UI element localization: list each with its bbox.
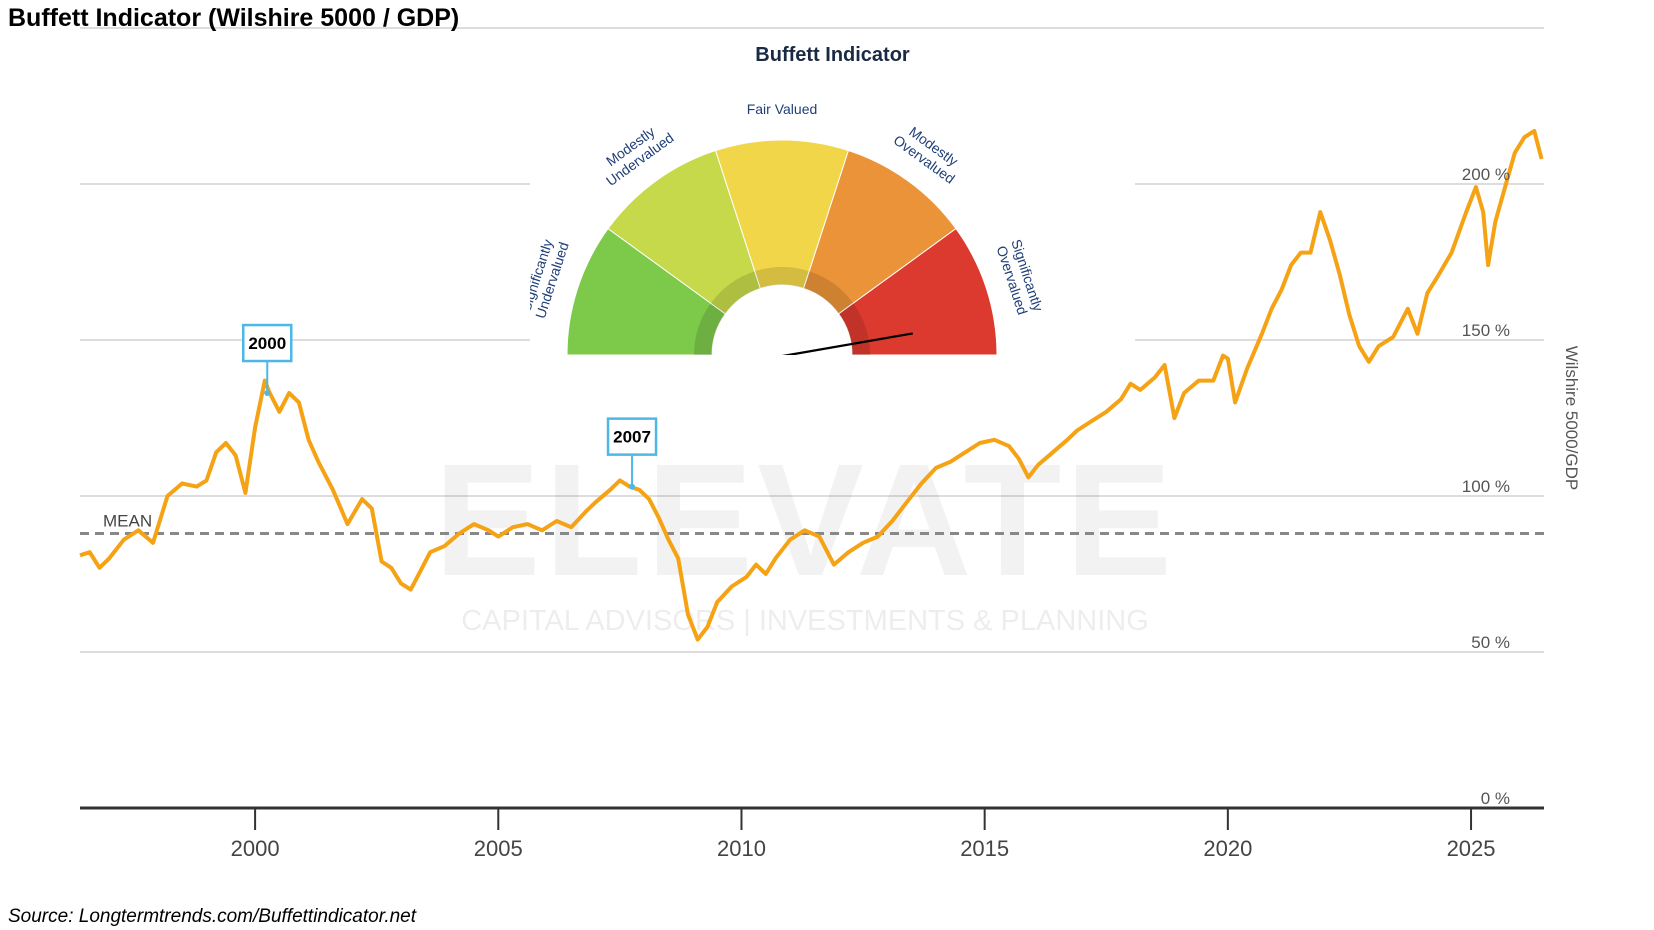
gauge-segment (607, 149, 761, 315)
callout-point (264, 390, 271, 397)
mean-line-group: MEAN (80, 511, 1544, 535)
y-tick-label: 150 % (1462, 321, 1510, 340)
mean-label: MEAN (103, 511, 152, 530)
y-axis-label: Wilshire 5000/GDP (1562, 346, 1581, 491)
gauge-inner-ring (710, 271, 761, 314)
gauge-label-line: Fair Valued (747, 101, 818, 117)
series-group (79, 129, 1544, 642)
x-tick-label: 2015 (960, 836, 1009, 861)
gauge-segment (566, 227, 727, 356)
x-axis: 2000 2005 2010 2015 2020 2025 (80, 806, 1544, 861)
watermark-main: ELEVATE (434, 430, 1176, 609)
watermark-sub: CAPITAL ADVISORS | INVESTMENTS & PLANNIN… (461, 605, 1149, 637)
series-line (79, 129, 1544, 642)
y-tick-label: 50 % (1471, 633, 1510, 652)
y-tick-label: 0 % (1481, 789, 1510, 808)
x-tick-label: 2000 (231, 836, 280, 861)
callout-label: 2000 (248, 334, 286, 353)
callout-label: 2007 (613, 428, 651, 447)
x-tick-label: 2010 (717, 836, 766, 861)
y-tick-label: 200 % (1462, 165, 1510, 184)
y-tick-label: 100 % (1462, 477, 1510, 496)
gauge-label: Fair Valued (747, 101, 818, 117)
gauge-segment (803, 149, 957, 315)
callout-box (606, 417, 658, 456)
chart-title: Buffett Indicator (Wilshire 5000 / GDP) (8, 4, 460, 32)
gauge-needle (776, 332, 913, 359)
callout-point (629, 483, 636, 490)
gauge-panel: Buffett Indicator SignificantlyUndervalu… (517, 40, 1135, 423)
x-tick-label: 2005 (474, 836, 523, 861)
gauge-segment (837, 227, 998, 356)
y-axis-ticks: 0 % 50 % 100 % 150 % 200 % Wilshire 5000/GDP (1462, 165, 1581, 808)
gauge-label: SignificantlyUndervalued (530, 235, 572, 320)
gauge-label: SignificantlyOvervalued (993, 237, 1047, 318)
gauge-title: Buffett Indicator (755, 44, 910, 66)
callout-box (242, 323, 293, 363)
x-tick-label: 2025 (1447, 836, 1496, 861)
gauge-base-cover (530, 355, 1135, 375)
gauge-inner-ring (694, 303, 726, 355)
gauge-inner-ring (803, 271, 854, 314)
x-tick-label: 2020 (1203, 836, 1252, 861)
annotations: 2000 2007 (242, 323, 658, 490)
gauge-inner-ring (754, 267, 810, 289)
source-note: Source: Longtermtrends.com/Buffettindica… (8, 906, 417, 927)
gauge: SignificantlyUndervaluedModestlyUnderval… (517, 101, 1135, 423)
